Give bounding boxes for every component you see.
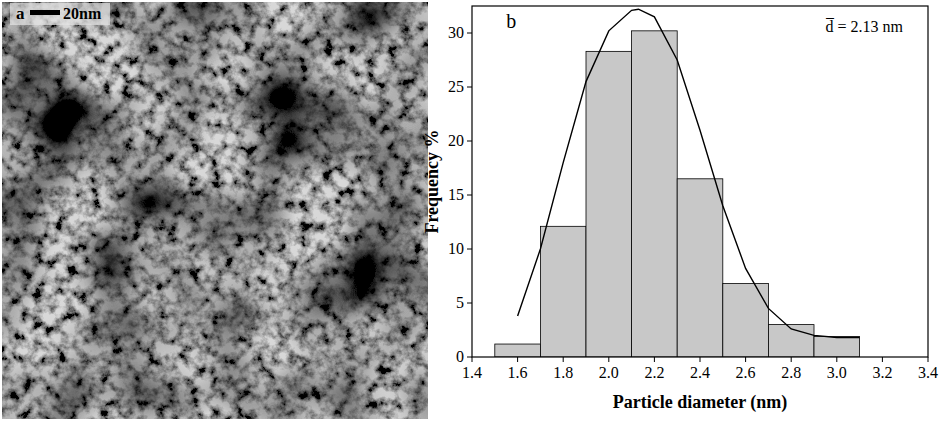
histogram-bar — [495, 344, 541, 357]
x-tick — [791, 357, 792, 362]
x-tick — [836, 357, 837, 362]
y-tick — [467, 195, 472, 196]
micrograph — [2, 2, 428, 419]
scale-bar-label: 20nm — [63, 5, 102, 22]
y-tick-label: 5 — [456, 294, 464, 311]
panel-label: a — [16, 4, 25, 23]
x-axis-title: Particle diameter (nm) — [613, 392, 788, 413]
y-tick — [467, 249, 472, 250]
y-tick-label: 25 — [448, 78, 464, 95]
x-tick-label: 1.8 — [553, 364, 573, 381]
x-tick-label: 3.4 — [918, 364, 938, 381]
y-axis-title: Frequency % — [422, 129, 442, 233]
plot-data — [495, 9, 860, 357]
y-tick-label: 30 — [448, 24, 464, 41]
label-patch — [10, 3, 110, 25]
figure: a 20nm 1.4 1.6 1.8 2.0 2.2 2.4 2.6 2.8 3.0 3.2 3.4 Pa… — [0, 0, 949, 421]
histogram-bar — [723, 284, 769, 357]
x-tick-label: 3.0 — [827, 364, 847, 381]
x-tick — [928, 357, 929, 362]
x-tick — [745, 357, 746, 362]
panel-label: b — [506, 10, 516, 32]
plot-frame — [472, 6, 928, 357]
x-tick — [654, 357, 655, 362]
x-tick-label: 3.2 — [872, 364, 892, 381]
x-tick-label: 2.8 — [781, 364, 801, 381]
x-axis: 1.4 1.6 1.8 2.0 2.2 2.4 2.6 2.8 3.0 3.2 3.4 Particl… — [462, 357, 938, 413]
y-tick-label: 20 — [448, 132, 464, 149]
y-tick — [467, 33, 472, 34]
y-tick — [467, 303, 472, 304]
histogram-bar — [632, 31, 678, 357]
x-tick — [472, 357, 473, 362]
mean-annotation: d̅ = 2.13 nm — [825, 18, 904, 35]
micrograph-panel: a 20nm — [2, 2, 428, 419]
x-tick-label: 2.0 — [599, 364, 619, 381]
y-tick-label: 15 — [448, 186, 464, 203]
y-tick-label: 10 — [448, 240, 464, 257]
scale-bar — [30, 10, 60, 15]
x-tick — [608, 357, 609, 362]
x-tick — [563, 357, 564, 362]
y-tick — [467, 87, 472, 88]
histogram-bar — [586, 51, 632, 357]
histogram-bar — [677, 179, 723, 357]
y-tick-label: 0 — [456, 348, 464, 365]
x-tick — [882, 357, 883, 362]
x-tick-label: 2.4 — [690, 364, 710, 381]
x-tick — [700, 357, 701, 362]
x-tick-label: 2.6 — [736, 364, 756, 381]
histogram-bar — [540, 226, 586, 357]
x-tick-label: 1.6 — [508, 364, 528, 381]
y-tick — [467, 141, 472, 142]
x-tick — [517, 357, 518, 362]
y-tick — [467, 357, 472, 358]
histogram-bar — [814, 336, 860, 357]
y-axis: 0 5 10 15 20 25 30 Frequency % — [422, 24, 472, 365]
x-tick-label: 1.4 — [462, 364, 482, 381]
fit-curve — [518, 9, 860, 337]
x-tick-label: 2.2 — [644, 364, 664, 381]
